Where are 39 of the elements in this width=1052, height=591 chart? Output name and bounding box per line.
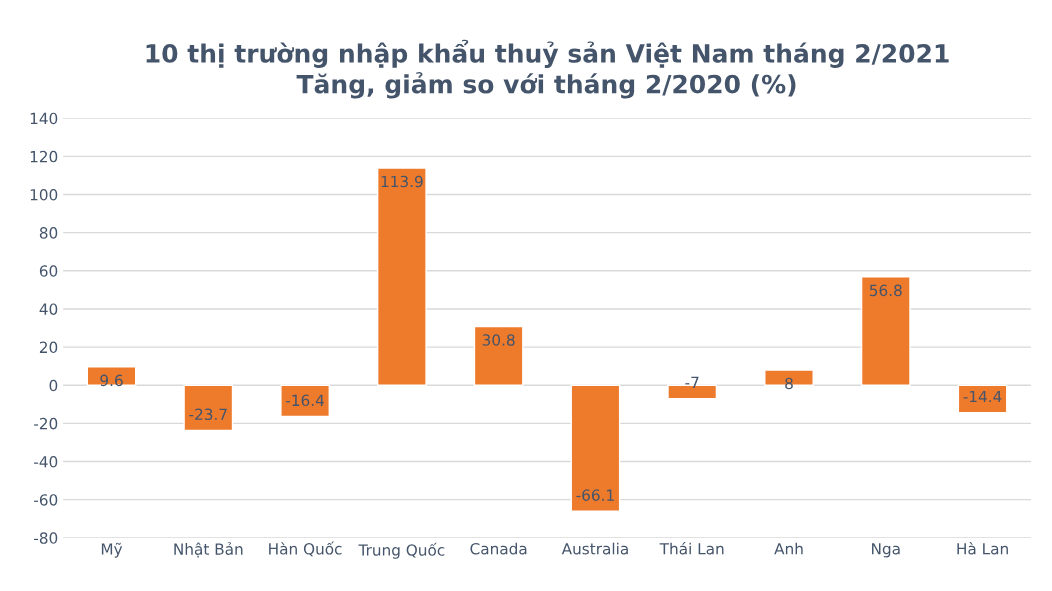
x-tick-label: Australia [561, 542, 628, 555]
x-tick-label: Anh [774, 542, 803, 555]
x-tick-label: Mỹ [101, 542, 123, 558]
data-label: -7 [685, 376, 699, 388]
y-tick-label: 100 [30, 188, 58, 201]
y-tick-label: -40 [34, 455, 58, 468]
bar [86, 366, 137, 386]
bar [183, 384, 234, 432]
x-tick-label: Canada [470, 542, 527, 555]
x-tick-label: Nhật Bản [174, 542, 243, 558]
y-tick-label: -60 [34, 494, 58, 506]
data-label: 113.9 [381, 175, 423, 188]
data-label: 30.8 [482, 334, 515, 346]
y-tick-label: -20 [34, 417, 58, 430]
x-tick-label: Hà Lan [957, 542, 1008, 555]
y-tick-label: 20 [39, 341, 58, 354]
data-label: -14.4 [963, 390, 1002, 403]
x-tick-label: Thái Lan [659, 542, 724, 555]
bar [860, 276, 911, 386]
bar [280, 384, 330, 418]
y-tick-label: 140 [30, 112, 58, 125]
x-tick-label: Trung Quốc [358, 542, 445, 559]
y-tick-label: 60 [39, 265, 58, 277]
y-tick-label: 120 [30, 150, 58, 163]
bar [570, 384, 621, 512]
data-label: 9.6 [100, 374, 123, 387]
data-label: -66.1 [576, 489, 614, 501]
chart-title: 10 thị trường nhập khẩu thuỷ sản Việt Nam tháng 2/2021 Tăng, giảm so với tháng 2/2020 (%) [146, 39, 949, 99]
y-tick-label: 0 [49, 379, 58, 392]
x-tick-label: Nga [872, 543, 900, 558]
bar [376, 167, 427, 386]
data-label: 56.8 [869, 284, 902, 297]
data-label: -16.4 [286, 394, 324, 407]
bar [473, 325, 524, 386]
x-tick-label: Hàn Quốc [269, 541, 342, 557]
y-tick-label: 80 [39, 227, 58, 239]
y-tick-label: -80 [34, 532, 58, 544]
data-label: -23.7 [189, 408, 227, 421]
y-tick-label: 40 [39, 303, 58, 315]
